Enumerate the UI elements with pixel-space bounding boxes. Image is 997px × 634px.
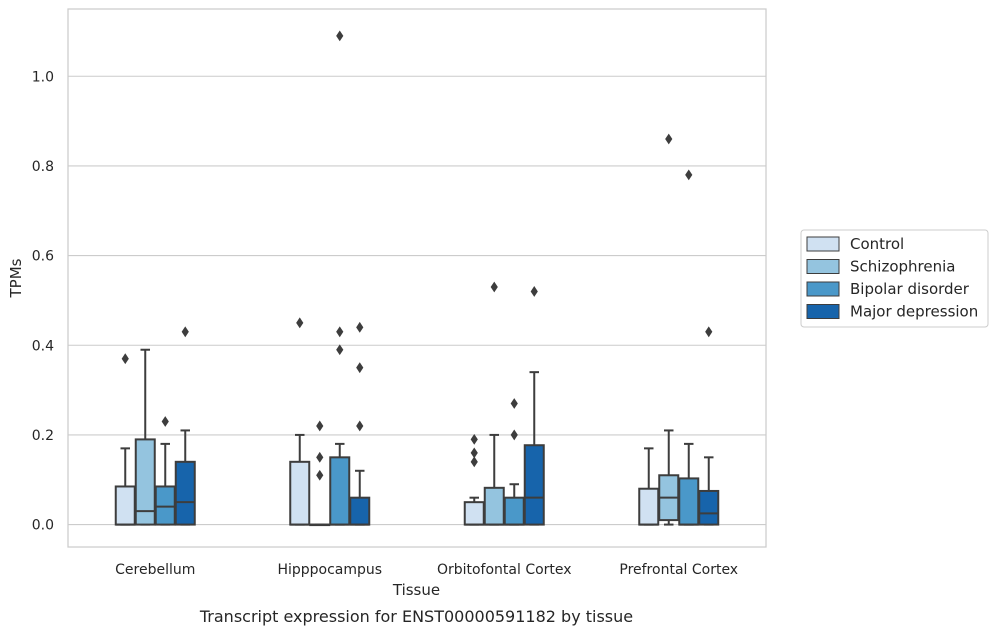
legend-label: Control xyxy=(850,235,904,253)
box xyxy=(503,398,525,526)
box-body xyxy=(523,444,545,526)
outlier-marker xyxy=(316,420,324,432)
box-body xyxy=(638,487,660,526)
box-body xyxy=(154,485,176,526)
y-tick-label: 0.4 xyxy=(32,338,54,354)
box xyxy=(523,286,545,526)
y-tick-labels: 0.0 0.2 0.4 0.6 0.8 1.0 xyxy=(32,69,54,533)
box xyxy=(698,326,720,526)
outlier-marker xyxy=(161,416,169,427)
outlier-marker xyxy=(316,451,324,463)
box-body xyxy=(289,460,311,526)
boxes-layer xyxy=(114,30,720,527)
outlier-marker xyxy=(336,344,344,356)
outlier-marker xyxy=(356,321,364,333)
outlier-marker xyxy=(356,420,364,432)
x-tick-label: Prefrontal Cortex xyxy=(619,562,738,578)
box-body xyxy=(678,477,700,526)
x-tick-label: Orbitofontal Cortex xyxy=(437,562,572,578)
chart-caption: Transcript expression for ENST0000059118… xyxy=(199,607,633,626)
y-tick-label: 0.6 xyxy=(32,249,54,265)
box-body xyxy=(349,496,371,526)
legend-label: Bipolar disorder xyxy=(850,280,970,298)
box xyxy=(329,30,351,526)
box xyxy=(483,281,505,526)
y-tick-label: 0.2 xyxy=(32,428,54,444)
outlier-marker xyxy=(316,469,324,481)
outlier-marker xyxy=(530,286,538,297)
box-body xyxy=(698,489,720,526)
y-tick-label: 0.8 xyxy=(32,159,54,175)
legend: Control Schizophrenia Bipolar disorder Majo… xyxy=(800,229,989,328)
box xyxy=(349,321,371,526)
outlier-marker xyxy=(470,434,478,445)
outlier-marker xyxy=(181,326,189,338)
series-bipolar-disorder xyxy=(154,30,700,526)
outlier-marker xyxy=(665,133,673,145)
box xyxy=(114,353,136,526)
legend-frame xyxy=(800,229,989,328)
box xyxy=(658,133,680,526)
outlier-marker xyxy=(510,398,518,409)
y-tick-label: 0.0 xyxy=(32,518,54,534)
gridlines xyxy=(68,75,766,526)
outlier-marker xyxy=(336,326,344,338)
box xyxy=(134,348,156,526)
x-tick-label: Hipppocampus xyxy=(277,562,382,578)
box xyxy=(678,169,700,526)
box xyxy=(309,420,331,527)
x-tick-label: Cerebellum xyxy=(115,562,195,578)
x-tick-labels: Cerebellum Hipppocampus Orbitofontal Corte… xyxy=(115,562,738,578)
box-body xyxy=(483,486,505,526)
box-body xyxy=(463,501,485,526)
legend-swatch xyxy=(806,281,840,297)
legend-swatch xyxy=(806,259,840,274)
box xyxy=(174,326,196,526)
outlier-marker xyxy=(356,362,364,374)
legend-label: Schizophrenia xyxy=(850,258,955,276)
box-body xyxy=(134,438,156,526)
outlier-marker xyxy=(705,326,713,338)
box-body xyxy=(329,456,351,526)
box-body xyxy=(114,485,136,526)
box xyxy=(289,317,311,526)
legend-swatch xyxy=(806,236,840,252)
y-tick-label: 1.0 xyxy=(32,69,54,85)
outlier-marker xyxy=(336,30,344,42)
box xyxy=(638,447,660,526)
series-schizophrenia xyxy=(134,133,680,527)
outlier-marker xyxy=(296,317,304,329)
series-major-depression xyxy=(174,286,720,526)
box xyxy=(463,434,485,526)
box-body xyxy=(503,496,525,526)
outlier-marker xyxy=(510,429,518,441)
outlier-marker xyxy=(490,281,498,293)
x-axis-label: Tissue xyxy=(392,581,440,599)
plot-frame xyxy=(67,8,767,548)
outlier-marker xyxy=(470,447,478,459)
outlier-marker xyxy=(685,169,693,181)
outlier-marker xyxy=(470,456,478,468)
box-body xyxy=(174,460,196,526)
outlier-marker xyxy=(121,353,129,365)
y-axis-label: TPMs xyxy=(7,258,25,298)
legend-swatch xyxy=(806,304,840,319)
legend-label: Major depression xyxy=(850,303,978,321)
series-control xyxy=(114,317,660,526)
box xyxy=(154,416,176,526)
